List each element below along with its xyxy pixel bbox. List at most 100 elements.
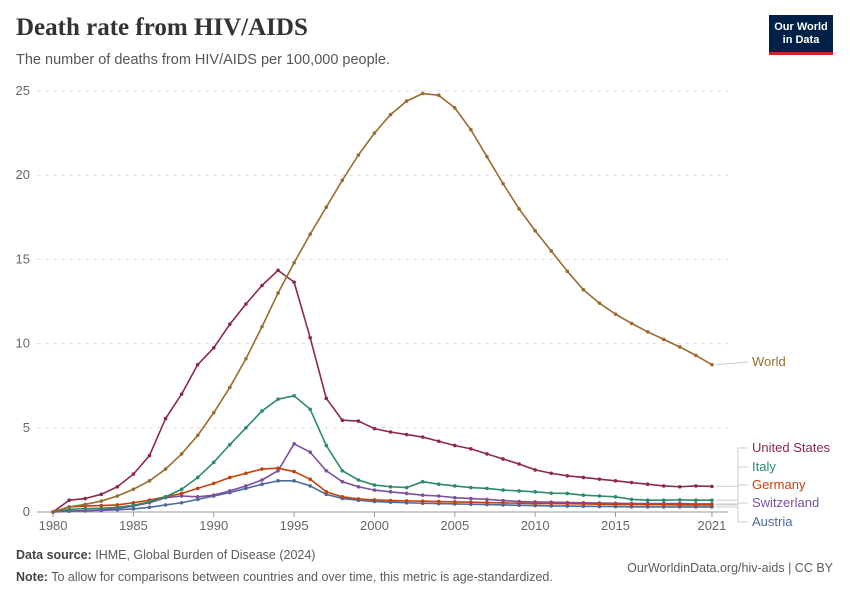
data-point-switzerland bbox=[211, 493, 216, 497]
data-point-world bbox=[99, 499, 104, 503]
data-point-italy bbox=[597, 494, 602, 498]
series-line-united-states bbox=[52, 269, 712, 513]
data-point-world bbox=[228, 385, 232, 390]
data-point-italy bbox=[131, 503, 136, 508]
data-point-united-states bbox=[629, 480, 634, 485]
data-point-united-states bbox=[613, 479, 618, 483]
data-point-switzerland bbox=[276, 468, 280, 473]
data-point-austria bbox=[276, 479, 280, 483]
series-label-switzerland: Switzerland bbox=[752, 495, 819, 510]
data-point-italy bbox=[83, 506, 88, 511]
data-point-united-states bbox=[308, 335, 312, 340]
y-tick-label: 15 bbox=[16, 251, 30, 266]
data-point-united-states bbox=[388, 430, 393, 434]
data-point-world bbox=[404, 99, 409, 103]
data-point-germany bbox=[694, 503, 698, 507]
data-point-united-states bbox=[324, 396, 329, 401]
data-point-austria bbox=[147, 505, 152, 510]
data-point-world bbox=[292, 260, 296, 265]
x-tick-label: 2021 bbox=[697, 518, 726, 533]
data-point-switzerland bbox=[388, 489, 393, 494]
data-point-switzerland bbox=[195, 495, 200, 499]
data-point-world bbox=[420, 91, 425, 96]
data-point-united-states bbox=[436, 439, 441, 444]
data-point-germany bbox=[629, 502, 634, 507]
data-point-italy bbox=[356, 478, 361, 482]
data-point-italy bbox=[179, 487, 184, 492]
data-point-united-states bbox=[645, 482, 650, 487]
data-point-world bbox=[694, 353, 698, 358]
data-point-italy bbox=[677, 498, 682, 502]
data-point-world bbox=[565, 269, 570, 273]
data-point-united-states bbox=[404, 432, 409, 437]
x-tick-label: 2005 bbox=[440, 518, 469, 533]
data-point-united-states bbox=[356, 419, 361, 423]
y-tick-label: 10 bbox=[16, 336, 30, 351]
data-point-italy bbox=[694, 498, 698, 503]
data-point-switzerland bbox=[453, 495, 457, 500]
data-point-italy bbox=[244, 426, 248, 430]
data-point-switzerland bbox=[469, 496, 473, 501]
data-point-switzerland bbox=[356, 484, 361, 489]
data-point-italy bbox=[67, 507, 71, 512]
label-connector bbox=[715, 361, 749, 366]
data-point-united-states bbox=[244, 302, 248, 306]
data-point-germany bbox=[195, 486, 200, 491]
data-point-switzerland bbox=[436, 494, 441, 498]
data-point-world bbox=[244, 356, 248, 361]
x-tick-label: 1995 bbox=[280, 518, 309, 533]
data-point-italy bbox=[372, 483, 377, 487]
series-label-world: World bbox=[752, 354, 786, 369]
label-connector bbox=[715, 502, 748, 505]
x-tick-label: 1990 bbox=[199, 518, 228, 533]
data-point-world bbox=[340, 178, 345, 183]
source-url[interactable]: OurWorldinData.org/hiv-aids | CC BY bbox=[627, 560, 833, 575]
owid-logo[interactable]: Our World in Data bbox=[769, 15, 833, 55]
data-point-switzerland bbox=[244, 484, 248, 488]
data-point-world bbox=[710, 362, 714, 367]
data-point-world bbox=[436, 93, 441, 98]
data-source: Data source: IHME, Global Burden of Dise… bbox=[16, 548, 315, 562]
data-point-united-states bbox=[372, 426, 377, 431]
data-point-world bbox=[661, 337, 666, 342]
x-tick-label: 1980 bbox=[39, 518, 68, 533]
x-tick-label: 1985 bbox=[119, 518, 148, 533]
data-point-italy bbox=[260, 409, 264, 413]
series-label-germany: Germany bbox=[752, 477, 806, 492]
data-point-germany bbox=[99, 503, 104, 508]
data-point-world bbox=[260, 324, 264, 329]
data-point-world bbox=[179, 452, 184, 456]
y-tick-label: 5 bbox=[23, 420, 30, 435]
data-point-world bbox=[51, 510, 55, 514]
data-point-united-states bbox=[485, 452, 489, 456]
data-point-united-states bbox=[549, 471, 554, 476]
note-text: To allow for comparisons between countri… bbox=[51, 570, 553, 584]
data-point-italy bbox=[340, 468, 345, 473]
data-point-germany bbox=[292, 469, 296, 474]
data-point-world bbox=[517, 207, 521, 211]
data-point-italy bbox=[549, 491, 554, 495]
data-point-united-states bbox=[581, 475, 586, 480]
data-point-italy bbox=[276, 397, 280, 401]
series-label-united-states: United States bbox=[752, 440, 831, 455]
data-point-world bbox=[453, 106, 457, 110]
data-point-world bbox=[276, 291, 280, 295]
data-point-germany bbox=[436, 499, 441, 504]
data-point-united-states bbox=[131, 472, 136, 476]
data-point-world bbox=[388, 112, 393, 117]
data-point-united-states bbox=[163, 416, 168, 421]
source-text[interactable]: IHME, Global Burden of Disease (2024) bbox=[95, 548, 316, 562]
data-point-world bbox=[677, 345, 682, 349]
data-point-germany bbox=[211, 481, 216, 486]
series-line-world bbox=[52, 92, 713, 513]
data-point-italy bbox=[211, 460, 216, 465]
data-point-united-states bbox=[710, 484, 714, 489]
data-point-germany bbox=[517, 501, 521, 506]
y-tick-label: 20 bbox=[16, 167, 30, 182]
data-point-austria bbox=[131, 507, 136, 511]
data-point-world bbox=[549, 249, 554, 253]
data-point-world bbox=[67, 505, 71, 509]
data-point-united-states bbox=[115, 484, 120, 489]
data-point-italy bbox=[115, 505, 120, 510]
data-point-germany bbox=[469, 500, 473, 505]
